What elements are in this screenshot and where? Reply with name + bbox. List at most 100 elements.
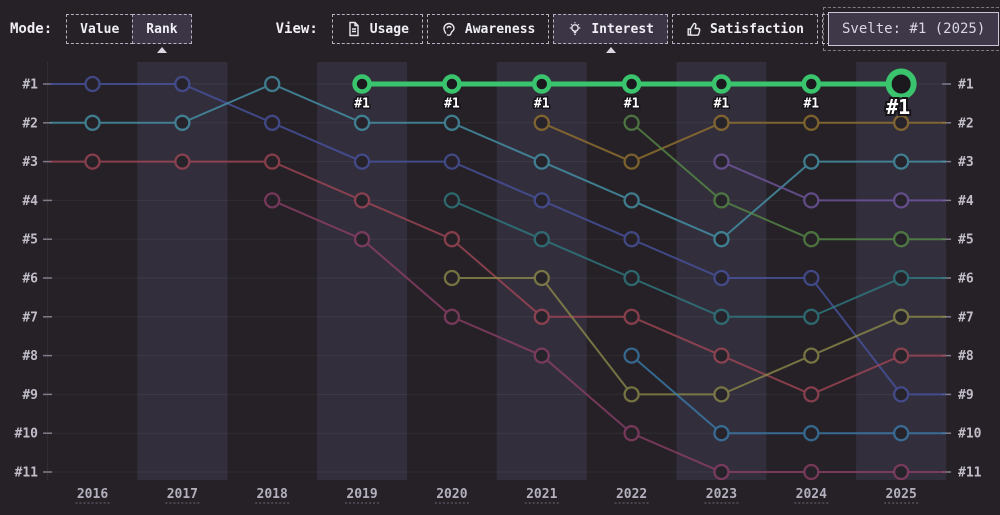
year-label-2024[interactable]: 2024 (796, 487, 827, 502)
chart-point-series-olive-2025[interactable] (893, 308, 910, 325)
chart-point-series-blue-2020[interactable] (443, 153, 461, 170)
chart-point-series-teal-2021[interactable] (533, 153, 550, 170)
chart-point-series-lightgreen-2023[interactable] (713, 192, 730, 209)
chart-point-series-blue-2022[interactable] (623, 231, 640, 248)
chart-point-series-lightgreen-2025[interactable] (893, 231, 910, 248)
mode-button-value[interactable]: Value (66, 14, 134, 44)
chart-point-Svelte-2020[interactable] (442, 74, 462, 94)
chart-point-series-lightblue-2025[interactable] (893, 425, 910, 442)
chart-point-series-darkteal-2022[interactable] (623, 269, 640, 287)
year-label-2020[interactable]: 2020 (436, 487, 467, 502)
chart-point-Svelte-2023[interactable] (711, 74, 732, 94)
chart-point-series-darkteal-2023[interactable] (713, 308, 730, 325)
chart-point-series-teal-2025[interactable] (893, 153, 910, 170)
point-rank-label: #1 (444, 97, 460, 112)
chart-point-series-darkteal-2024[interactable] (803, 308, 820, 325)
chart-point-Svelte-2025[interactable] (885, 68, 917, 100)
chart-point-series-darkteal-2025[interactable] (893, 269, 910, 287)
chart-point-series-lightgreen-2022[interactable] (623, 114, 640, 131)
year-label-2025[interactable]: 2025 (885, 487, 916, 502)
year-label-2023[interactable]: 2023 (706, 487, 737, 502)
chart-point-series-red-2022[interactable] (623, 308, 640, 325)
chart-point-series-red-2025[interactable] (893, 347, 910, 364)
year-label-2019[interactable]: 2019 (346, 487, 377, 502)
rank-label-right: #3 (958, 155, 974, 170)
series-series-lightgreen (623, 114, 946, 248)
chart-point-series-teal-2023[interactable] (713, 231, 730, 248)
mode-button-rank[interactable]: Rank (132, 14, 192, 44)
chart-point-series-darkteal-2020[interactable] (443, 192, 461, 209)
chart-point-series-gold-2025[interactable] (893, 114, 910, 131)
chart-point-series-blue-2019[interactable] (353, 153, 371, 170)
chart-point-series-magenta-2021[interactable] (533, 347, 550, 364)
chart-point-series-red-2016[interactable] (84, 153, 101, 170)
series-series-gold (533, 114, 946, 170)
chart-point-series-olive-2024[interactable] (803, 347, 820, 364)
year-label-2018[interactable]: 2018 (257, 487, 288, 502)
chart-point-series-blue-2016[interactable] (84, 75, 101, 93)
chart-point-series-teal-2017[interactable] (174, 114, 191, 131)
chart-point-series-blue-2024[interactable] (803, 269, 820, 287)
chart-point-series-red-2020[interactable] (443, 231, 461, 248)
chart-point-series-purple-2024[interactable] (803, 192, 820, 209)
chart-point-series-magenta-2025[interactable] (893, 463, 910, 481)
rank-label-right: #9 (958, 388, 974, 403)
chart-point-series-blue-2021[interactable] (533, 192, 550, 209)
chart-point-series-lightblue-2023[interactable] (713, 425, 730, 442)
chart-point-series-olive-2021[interactable] (533, 269, 550, 287)
chart-point-series-magenta-2019[interactable] (353, 231, 371, 248)
chart-point-series-red-2019[interactable] (353, 192, 371, 209)
chart-point-series-teal-2019[interactable] (353, 114, 371, 131)
chart-point-series-darkteal-2021[interactable] (533, 231, 550, 248)
chart-point-series-teal-2024[interactable] (803, 153, 820, 170)
chart-point-series-olive-2023[interactable] (713, 386, 730, 403)
chart-point-series-red-2018[interactable] (264, 153, 281, 170)
chart-point-series-blue-2023[interactable] (713, 269, 730, 287)
rank-label-right: #2 (958, 116, 974, 131)
chart-point-series-teal-2022[interactable] (623, 192, 640, 209)
series-series-olive (443, 269, 946, 403)
view-button-usage[interactable]: Usage (331, 14, 423, 44)
chart-point-series-olive-2020[interactable] (443, 269, 461, 287)
chart-point-series-lightblue-2022[interactable] (623, 347, 640, 364)
chart-point-Svelte-2021[interactable] (532, 74, 552, 94)
chart-point-series-red-2017[interactable] (174, 153, 191, 170)
chart-point-series-purple-2025[interactable] (893, 192, 910, 209)
chart-point-series-gold-2021[interactable] (533, 114, 550, 131)
view-button-satisfaction[interactable]: Satisfaction (671, 14, 818, 44)
chart-point-series-blue-2017[interactable] (174, 75, 191, 93)
chart-point-series-olive-2022[interactable] (623, 386, 640, 403)
year-label-2017[interactable]: 2017 (167, 487, 198, 502)
year-label-2022[interactable]: 2022 (616, 487, 647, 502)
chart-point-Svelte-2024[interactable] (801, 74, 822, 94)
chart-point-series-magenta-2022[interactable] (623, 425, 640, 442)
chart-point-series-purple-2023[interactable] (713, 153, 730, 170)
chart-point-series-blue-2018[interactable] (264, 114, 281, 131)
rank-label-left: #7 (22, 310, 38, 325)
chart-point-Svelte-2019[interactable] (352, 74, 372, 94)
chart-point-series-lightgreen-2024[interactable] (803, 231, 820, 248)
view-button-interest[interactable]: Interest (553, 14, 668, 44)
chart-point-series-gold-2023[interactable] (713, 114, 730, 131)
chart-point-series-teal-2016[interactable] (84, 114, 101, 131)
chart-point-Svelte-2022[interactable] (621, 74, 642, 94)
chart-point-series-red-2024[interactable] (803, 386, 820, 403)
chart-point-series-magenta-2020[interactable] (443, 308, 461, 325)
point-rank-label: #1 (534, 97, 550, 112)
chart-point-series-blue-2025[interactable] (893, 386, 910, 403)
chart-point-series-lightblue-2024[interactable] (803, 425, 820, 442)
chart-point-series-teal-2020[interactable] (443, 114, 461, 131)
chart-point-series-magenta-2018[interactable] (264, 192, 281, 209)
point-rank-label: #1 (624, 97, 640, 112)
chart-point-series-gold-2024[interactable] (803, 114, 820, 131)
year-label-2016[interactable]: 2016 (77, 487, 108, 502)
chart-point-series-red-2021[interactable] (533, 308, 550, 325)
chart-point-series-red-2023[interactable] (713, 347, 730, 364)
chart-point-series-magenta-2023[interactable] (713, 463, 730, 481)
chart-point-series-teal-2018[interactable] (264, 75, 281, 93)
chart-point-series-magenta-2024[interactable] (803, 463, 820, 481)
chart-point-series-gold-2022[interactable] (623, 153, 640, 170)
view-button-awareness[interactable]: Awareness (426, 14, 550, 44)
year-label-2021[interactable]: 2021 (526, 487, 557, 502)
